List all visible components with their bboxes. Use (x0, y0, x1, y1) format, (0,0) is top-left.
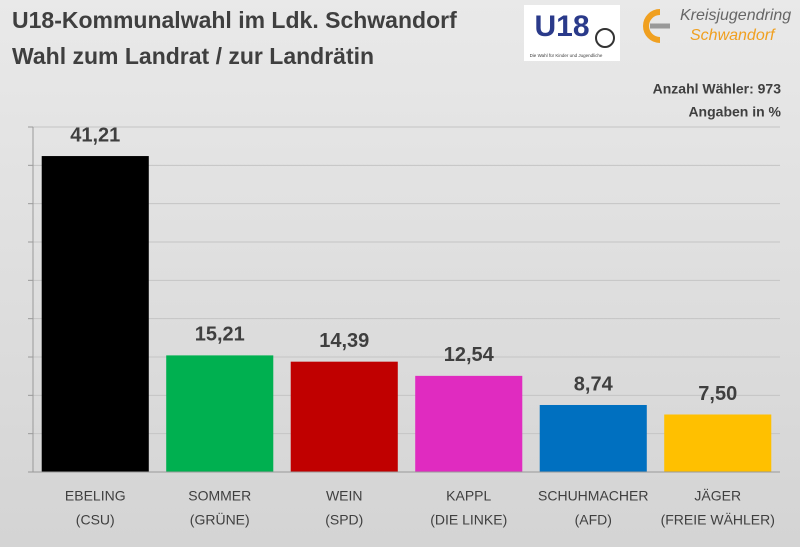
x-tick-label: (AFD) (575, 512, 612, 528)
x-tick-label: (FREIE WÄHLER) (661, 512, 775, 528)
x-tick-label: JÄGER (694, 488, 741, 504)
value-label: 41,21 (70, 124, 120, 146)
logo-text: Schwandorf (690, 27, 776, 44)
x-tick-label: (GRÜNE) (190, 511, 250, 528)
x-tick-label: (SPD) (325, 512, 363, 528)
bar (664, 414, 772, 472)
logo-box (524, 5, 620, 61)
x-tick-label: (DIE LINKE) (430, 512, 507, 528)
x-tick-label: (CSU) (76, 512, 115, 528)
x-tick-label: SOMMER (188, 488, 251, 504)
logo-icon (643, 9, 661, 43)
value-label: 7,50 (698, 383, 737, 405)
value-label: 15,21 (195, 324, 245, 346)
bar (539, 404, 647, 472)
logo-text: U18 (534, 10, 589, 43)
u18-logo: U18 Die Wahl für Kinder und Jugendliche (524, 5, 620, 61)
logo-icon (595, 28, 615, 48)
value-label: 14,39 (319, 330, 369, 352)
chart-subtitle: Wahl zum Landrat / zur Landrätin (12, 43, 374, 69)
kjr-logo: Kreisjugendring Schwandorf (643, 7, 791, 44)
annotation: Anzahl Wähler: 973 (653, 81, 782, 97)
logo-text: Kreisjugendring (680, 7, 791, 24)
value-label: 12,54 (444, 344, 495, 366)
bar (290, 361, 398, 472)
x-tick-label: SCHUHMACHER (538, 488, 648, 504)
bar (41, 156, 149, 472)
bar (166, 355, 274, 472)
x-tick-label: EBELING (65, 488, 126, 504)
annotation: Angaben in % (688, 104, 781, 120)
value-label: 8,74 (574, 373, 614, 395)
logo-caption: Die Wahl für Kinder und Jugendliche (530, 53, 603, 58)
chart-title: U18-Kommunalwahl im Ldk. Schwandorf (12, 7, 457, 33)
x-tick-label: WEIN (326, 488, 363, 504)
bar (415, 375, 523, 472)
x-tick-label: KAPPL (446, 488, 491, 504)
